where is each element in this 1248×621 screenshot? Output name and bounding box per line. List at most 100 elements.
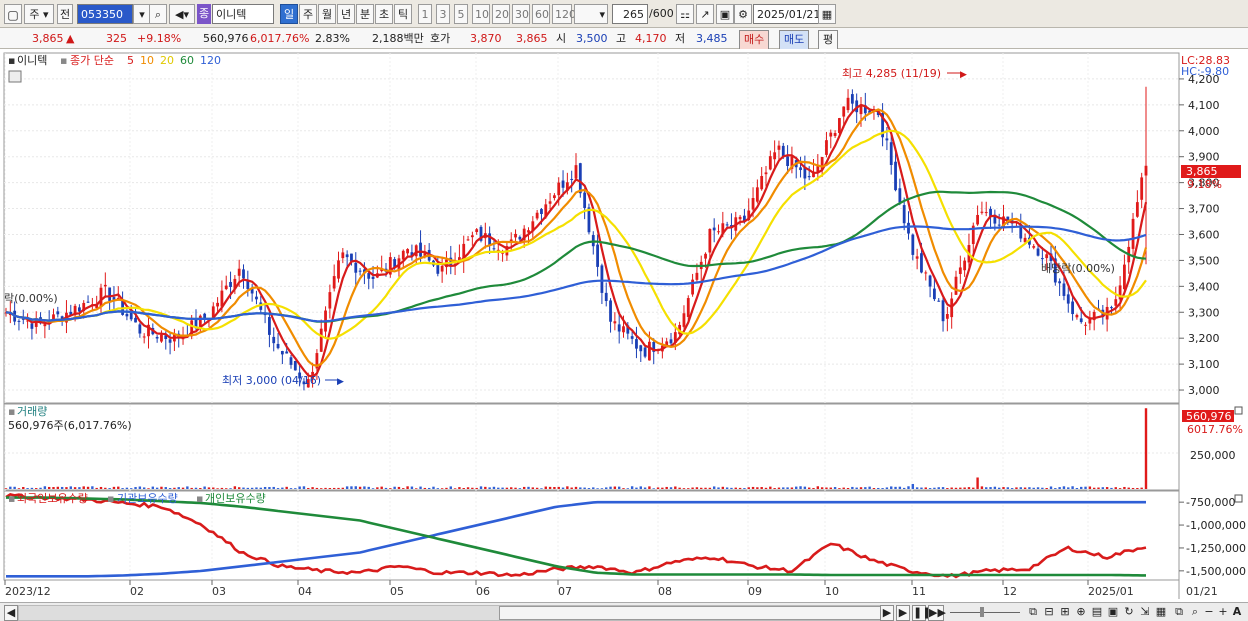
refresh-icon[interactable]: ↻ — [1124, 605, 1134, 618]
play-button[interactable]: ▶ — [896, 605, 910, 621]
candle-body — [764, 172, 768, 175]
candle-body — [786, 156, 789, 166]
tab-minute[interactable]: 분 — [356, 4, 374, 24]
scroll-left-button[interactable]: ◀ — [4, 605, 18, 621]
buy-button[interactable]: 매수 — [739, 30, 770, 50]
compare-button[interactable]: 전 — [57, 4, 73, 24]
low-annotation: 최저 3,000 (04/16) — [222, 374, 321, 387]
volume-bar — [199, 487, 202, 489]
gear-icon[interactable]: ⚙ — [734, 4, 752, 24]
volume-bar — [237, 487, 241, 489]
close-icon[interactable] — [1234, 406, 1243, 415]
volume-bar — [337, 487, 340, 489]
search-icon[interactable]: ⌕ — [149, 4, 167, 24]
avg-button[interactable]: 평 — [818, 30, 839, 50]
candle-body — [1032, 246, 1036, 248]
volume-bar — [1101, 487, 1105, 489]
copy-icon[interactable]: ⧉ — [1029, 605, 1037, 618]
candle-body — [937, 300, 941, 302]
individual-holdings-line — [6, 496, 1146, 577]
candle-body — [86, 301, 90, 303]
volume-bar — [1110, 487, 1113, 489]
candle-icon[interactable]: ⚏ — [676, 4, 694, 24]
volume-bar — [233, 486, 237, 489]
grid-icon[interactable]: ▦ — [1155, 605, 1167, 618]
volume-bar — [117, 486, 120, 489]
volume-bar — [1131, 487, 1135, 489]
interval-10[interactable]: 10 — [472, 4, 490, 24]
line-tool-icon[interactable]: ↗ — [696, 4, 714, 24]
period-select[interactable]: 주 ▾ — [24, 4, 54, 24]
tab-month[interactable]: 월 — [318, 4, 336, 24]
candle-body — [544, 204, 548, 218]
date-input[interactable]: 2025/01/21 — [753, 4, 820, 24]
candle-body — [682, 313, 686, 327]
zoom-in-button[interactable]: + — [1218, 605, 1228, 618]
interval-1[interactable]: 1 — [418, 4, 432, 24]
sell-button[interactable]: 매도 — [779, 30, 810, 50]
table-icon[interactable] — [8, 70, 22, 83]
interval-20[interactable]: 20 — [492, 4, 510, 24]
window-icon[interactable]: ▢ — [4, 4, 22, 24]
scrollbar-track[interactable] — [18, 605, 881, 621]
interval-30[interactable]: 30 — [512, 4, 530, 24]
zoom-icon[interactable]: ⌕ — [1191, 605, 1199, 618]
zoom-out-button[interactable]: − — [1204, 605, 1214, 618]
tab-year[interactable]: 년 — [337, 4, 355, 24]
volume-bar — [1054, 488, 1057, 489]
volume-bar — [384, 487, 388, 489]
candle-body — [466, 239, 470, 241]
print-icon[interactable]: ▤ — [1091, 605, 1103, 618]
image-icon[interactable]: ▣ — [1107, 605, 1119, 618]
candle-body — [626, 325, 630, 334]
sound-icon[interactable]: ◀▾ — [169, 4, 195, 24]
font-button[interactable]: A — [1232, 605, 1242, 618]
interval-3[interactable]: 3 — [436, 4, 450, 24]
window-icon-2[interactable]: ⧉ — [1175, 605, 1183, 618]
pause-button[interactable]: ❚❚ — [912, 605, 932, 621]
fast-forward-button[interactable]: ▶▶ — [928, 605, 946, 621]
stock-name-field[interactable]: 이니텍 — [212, 4, 274, 24]
interval-5[interactable]: 5 — [454, 4, 468, 24]
calendar-icon[interactable]: ▦ — [818, 4, 836, 24]
volume-bar — [678, 487, 681, 489]
volume-bar — [263, 486, 267, 489]
split-icon[interactable]: ⊞ — [1060, 605, 1070, 618]
export-icon[interactable]: ⇲ — [1140, 605, 1150, 618]
x-axis-label: 05 — [390, 585, 404, 598]
slider-control[interactable] — [950, 605, 1020, 619]
candle-body — [652, 342, 656, 352]
candle-body — [1092, 311, 1096, 321]
layout-icon[interactable]: ⊟ — [1044, 605, 1054, 618]
volume-bar — [376, 487, 379, 489]
interval-dropdown[interactable]: ▾ — [574, 4, 608, 24]
save-icon[interactable]: ▣ — [716, 4, 734, 24]
volume-bar — [43, 486, 47, 489]
tab-week[interactable]: 주 — [299, 4, 317, 24]
volume-bar — [82, 486, 85, 489]
volume-bar — [592, 487, 595, 489]
legend-ma-type: 종가 단순 — [70, 54, 114, 67]
interval-60[interactable]: 60 — [532, 4, 550, 24]
link-icon[interactable]: ⊕ — [1076, 605, 1086, 618]
scroll-right-button[interactable]: ▶ — [880, 605, 894, 621]
volume-bar — [1092, 487, 1096, 489]
stock-chart[interactable]: 4,200 4,100 4,000 3,900 3,800 3,700 3,600 3,500… — [0, 49, 1248, 602]
scrollbar-thumb[interactable] — [499, 606, 881, 620]
tab-second[interactable]: 초 — [375, 4, 393, 24]
candle-body — [997, 224, 1001, 226]
close-icon-2[interactable] — [1234, 494, 1243, 503]
hc-value: HC:-9.80 — [1181, 65, 1229, 78]
chevron-down-icon: ▾ — [599, 8, 605, 21]
tab-tick[interactable]: 틱 — [394, 4, 412, 24]
stock-code-input[interactable]: 053350 — [77, 4, 133, 24]
volume-bar — [531, 487, 535, 489]
interval-120[interactable]: 120 — [552, 4, 576, 24]
volume-bar — [315, 487, 319, 489]
volume-bar — [501, 487, 504, 489]
candle-body — [768, 156, 772, 170]
volume-bar — [669, 487, 673, 489]
tab-day[interactable]: 일 — [280, 4, 298, 24]
volume-bar — [471, 487, 474, 489]
count-input[interactable]: 265 — [612, 4, 648, 24]
